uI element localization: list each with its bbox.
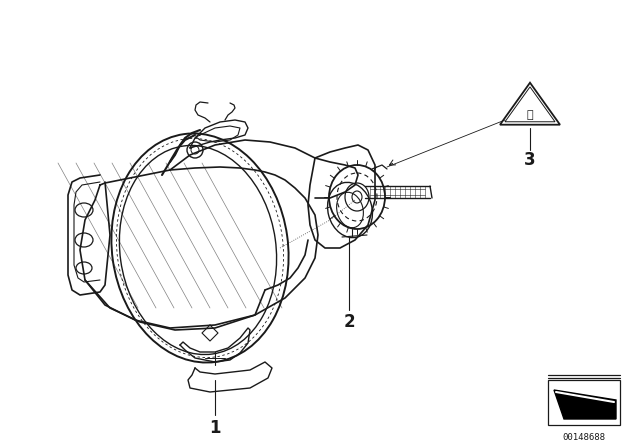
- Text: 3: 3: [524, 151, 536, 169]
- Text: ✋: ✋: [527, 110, 533, 120]
- Text: 00148688: 00148688: [563, 432, 605, 441]
- Polygon shape: [554, 390, 616, 419]
- Text: 1: 1: [209, 419, 221, 437]
- Text: 2: 2: [343, 313, 355, 331]
- Bar: [548, 380, 620, 425]
